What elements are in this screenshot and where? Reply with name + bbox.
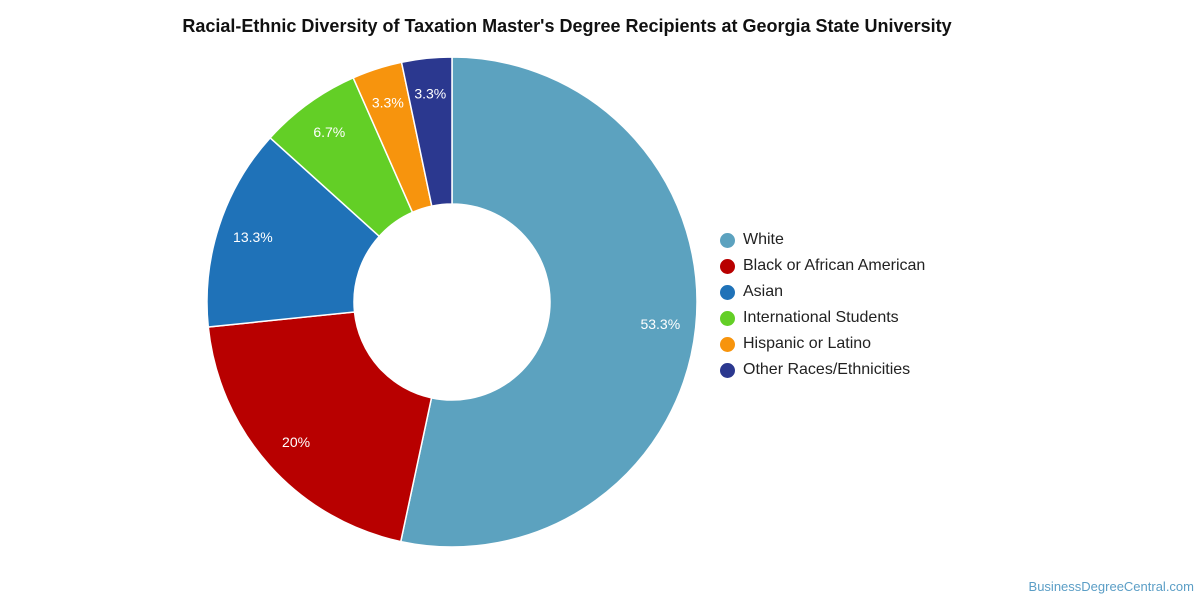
legend-item[interactable]: Other Races/Ethnicities — [720, 357, 925, 383]
slice-white — [399, 56, 698, 548]
slice-label: 20% — [282, 434, 310, 450]
legend: White Black or African American Asian Inter… — [720, 227, 925, 383]
slice-label: 53.3% — [640, 316, 680, 332]
legend-swatch-icon — [720, 258, 735, 274]
legend-label: Black or African American — [743, 257, 926, 274]
legend-item[interactable]: International Students — [720, 305, 925, 331]
legend-item[interactable]: Black or African American — [720, 253, 925, 279]
legend-label: Asian — [743, 283, 784, 300]
legend-label: Other Races/Ethnicities — [743, 361, 911, 378]
legend-swatch-icon — [720, 310, 735, 326]
slice-label: 13.3% — [233, 229, 273, 245]
legend-swatch-icon — [720, 362, 735, 378]
legend-label: Hispanic or Latino — [743, 335, 872, 352]
legend-swatch-icon — [720, 336, 735, 352]
watermark: BusinessDegreeCentral.com — [1028, 579, 1194, 594]
legend-label: White — [743, 231, 784, 248]
legend-item[interactable]: Hispanic or Latino — [720, 331, 925, 357]
slice-other-races-ethnicities — [400, 56, 453, 207]
slice-black-or-african-american — [207, 311, 433, 543]
slice-label: 3.3% — [372, 95, 404, 111]
legend-swatch-icon — [720, 232, 735, 248]
legend-item[interactable]: Asian — [720, 279, 925, 305]
legend-swatch-icon — [720, 284, 735, 300]
slice-asian — [206, 136, 381, 328]
slice-label: 3.3% — [414, 86, 446, 102]
slice-label: 6.7% — [313, 124, 345, 140]
chart-title: Racial-Ethnic Diversity of Taxation Mast… — [182, 16, 952, 36]
legend-label: International Students — [743, 309, 899, 326]
legend-item[interactable]: White — [720, 227, 925, 253]
